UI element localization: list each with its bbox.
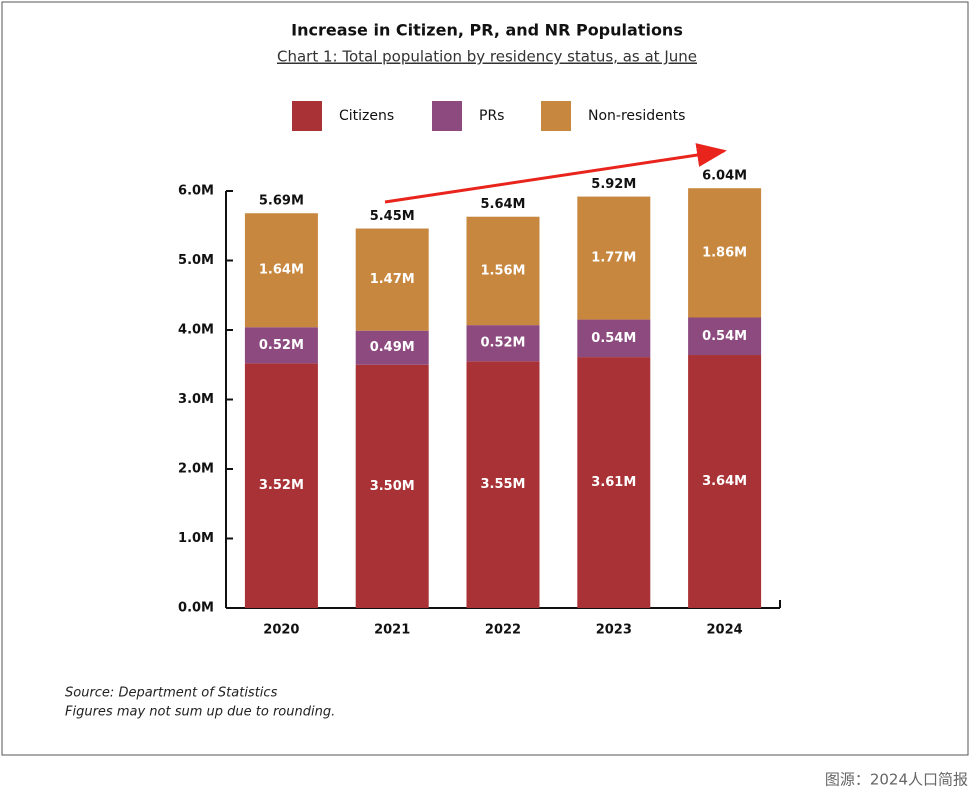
- value-label: 1.64M: [259, 263, 304, 278]
- caption: 图源：2024人口简报: [825, 771, 968, 789]
- y-tick-label: 1.0M: [178, 531, 214, 546]
- rounding-note: Figures may not sum up due to rounding.: [65, 705, 335, 720]
- bar-segment: [244, 327, 318, 364]
- value-label: 3.61M: [591, 475, 636, 490]
- legend-label: Citizens: [339, 108, 394, 124]
- total-label: 6.04M: [702, 169, 747, 184]
- y-tick-label: 3.0M: [178, 392, 214, 407]
- x-tick-label: 2020: [263, 623, 299, 638]
- bar-segment: [244, 363, 318, 608]
- bar-segment: [577, 196, 651, 320]
- x-tick-label: 2021: [374, 623, 410, 638]
- bar-segment: [466, 361, 540, 608]
- x-tick-label: 2022: [485, 623, 521, 638]
- x-tick-label: 2024: [707, 623, 743, 638]
- value-label: 0.52M: [480, 336, 525, 351]
- source-note: Source: Department of Statistics: [65, 686, 278, 701]
- trend-arrow: [384, 143, 727, 204]
- value-label: 0.49M: [370, 340, 415, 355]
- value-label: 1.77M: [591, 251, 636, 266]
- bar-segment: [466, 325, 540, 362]
- value-label: 0.54M: [702, 329, 747, 344]
- value-label: 1.47M: [370, 272, 415, 287]
- chart-subtitle: Chart 1: Total population by residency s…: [277, 48, 697, 66]
- bar-segment: [355, 330, 429, 365]
- value-label: 3.52M: [259, 478, 304, 493]
- value-label: 0.54M: [591, 331, 636, 346]
- total-label: 5.92M: [591, 177, 636, 192]
- bar-segment: [688, 317, 762, 356]
- total-label: 5.69M: [259, 194, 304, 209]
- x-tick-label: 2023: [596, 623, 632, 638]
- value-label: 3.55M: [480, 477, 525, 492]
- bar-segment: [355, 364, 429, 608]
- value-label: 3.64M: [702, 474, 747, 489]
- bar-segment: [577, 319, 651, 358]
- chart-title: Increase in Citizen, PR, and NR Populati…: [291, 21, 683, 40]
- legend-swatch: [432, 101, 462, 131]
- bar-segment: [466, 216, 540, 326]
- legend-label: PRs: [479, 108, 504, 124]
- y-tick-label: 0.0M: [178, 601, 214, 616]
- value-label: 1.86M: [702, 245, 747, 260]
- bar-segment: [244, 213, 318, 328]
- y-tick-label: 5.0M: [178, 253, 214, 268]
- value-label: 0.52M: [259, 338, 304, 353]
- legend-swatch: [541, 101, 571, 131]
- y-tick-label: 2.0M: [178, 462, 214, 477]
- legend-label: Non-residents: [588, 108, 685, 124]
- bar-segment: [355, 228, 429, 331]
- y-tick-label: 4.0M: [178, 323, 214, 338]
- bar-segment: [577, 357, 651, 608]
- bar-segment: [688, 188, 762, 318]
- total-label: 5.45M: [370, 209, 415, 224]
- value-label: 3.50M: [370, 479, 415, 494]
- y-tick-label: 6.0M: [178, 184, 214, 199]
- bar-segment: [688, 355, 762, 608]
- legend-swatch: [292, 101, 322, 131]
- total-label: 5.64M: [480, 197, 525, 212]
- value-label: 1.56M: [480, 263, 525, 278]
